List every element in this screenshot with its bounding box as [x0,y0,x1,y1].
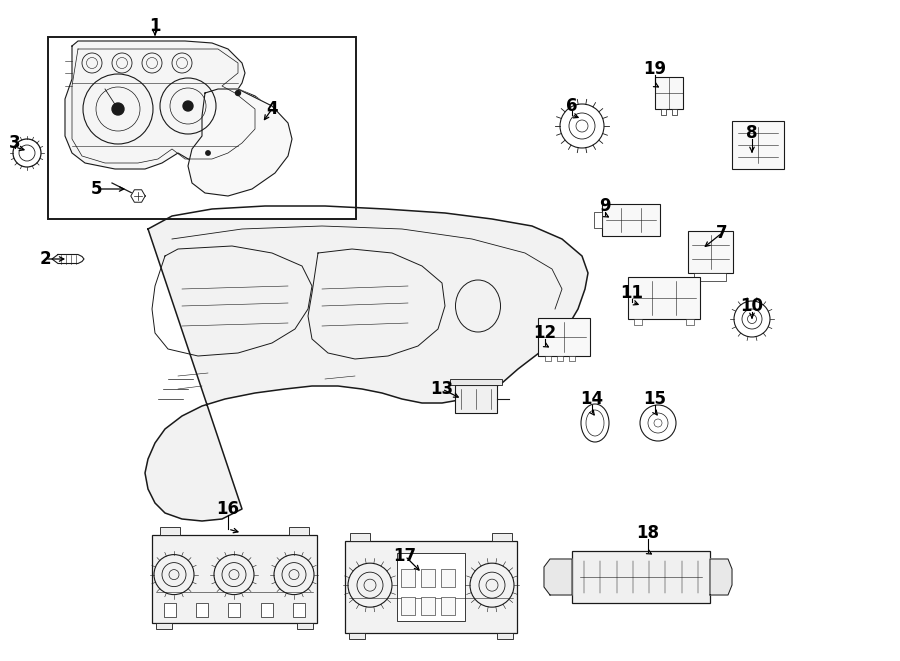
Bar [688,231,733,273]
Polygon shape [145,206,588,521]
Bar [569,356,575,361]
Text: 11: 11 [620,284,643,302]
Text: 9: 9 [599,197,611,215]
Bar [441,597,455,615]
Bar [421,597,435,615]
Text: 1: 1 [149,17,161,35]
Polygon shape [544,559,572,595]
Bar [634,319,642,325]
Bar [421,569,435,587]
Circle shape [183,101,193,111]
Text: 7: 7 [716,224,728,242]
Bar [441,569,455,587]
Text: 15: 15 [644,390,667,408]
Text: 4: 4 [266,100,278,118]
Text: 16: 16 [217,500,239,518]
Polygon shape [188,89,292,196]
Text: 6: 6 [566,97,578,115]
Bar [156,623,172,629]
Text: 17: 17 [393,547,417,565]
Bar [397,553,465,621]
Text: 12: 12 [534,324,556,342]
Bar [401,597,415,615]
Bar [152,535,317,623]
Bar [602,204,660,236]
Bar [732,121,784,169]
Bar [455,385,497,413]
Circle shape [206,151,211,155]
Text: 10: 10 [741,297,763,315]
Text: 8: 8 [746,124,758,142]
Bar [261,603,273,617]
Bar [160,527,180,535]
Bar [628,277,700,319]
Circle shape [236,91,240,95]
Text: 13: 13 [430,380,454,398]
Bar [293,603,305,617]
Text: 5: 5 [91,180,103,198]
Bar [297,623,313,629]
Text: 18: 18 [636,524,660,542]
Bar [655,77,683,109]
Bar [164,603,176,617]
Bar [450,379,502,385]
Bar [492,533,512,541]
Text: 3: 3 [9,134,21,152]
Circle shape [112,103,124,115]
Bar [401,569,415,587]
Bar [229,603,240,617]
Bar [694,273,726,281]
Polygon shape [52,254,84,264]
Bar [48,37,356,219]
Bar [686,319,694,325]
Polygon shape [710,559,732,595]
Bar [350,533,370,541]
Bar [594,212,602,228]
Bar [497,633,513,639]
Bar [289,527,309,535]
Bar [545,356,551,361]
Bar [672,109,677,115]
Text: 14: 14 [580,390,604,408]
Bar [345,541,517,633]
Text: 19: 19 [644,60,667,78]
Text: 2: 2 [40,250,50,268]
Bar [557,356,563,361]
Bar [349,633,365,639]
Polygon shape [130,190,145,202]
Bar [572,551,710,603]
Bar [196,603,208,617]
Polygon shape [65,41,278,169]
Bar [661,109,666,115]
Bar [538,318,590,356]
